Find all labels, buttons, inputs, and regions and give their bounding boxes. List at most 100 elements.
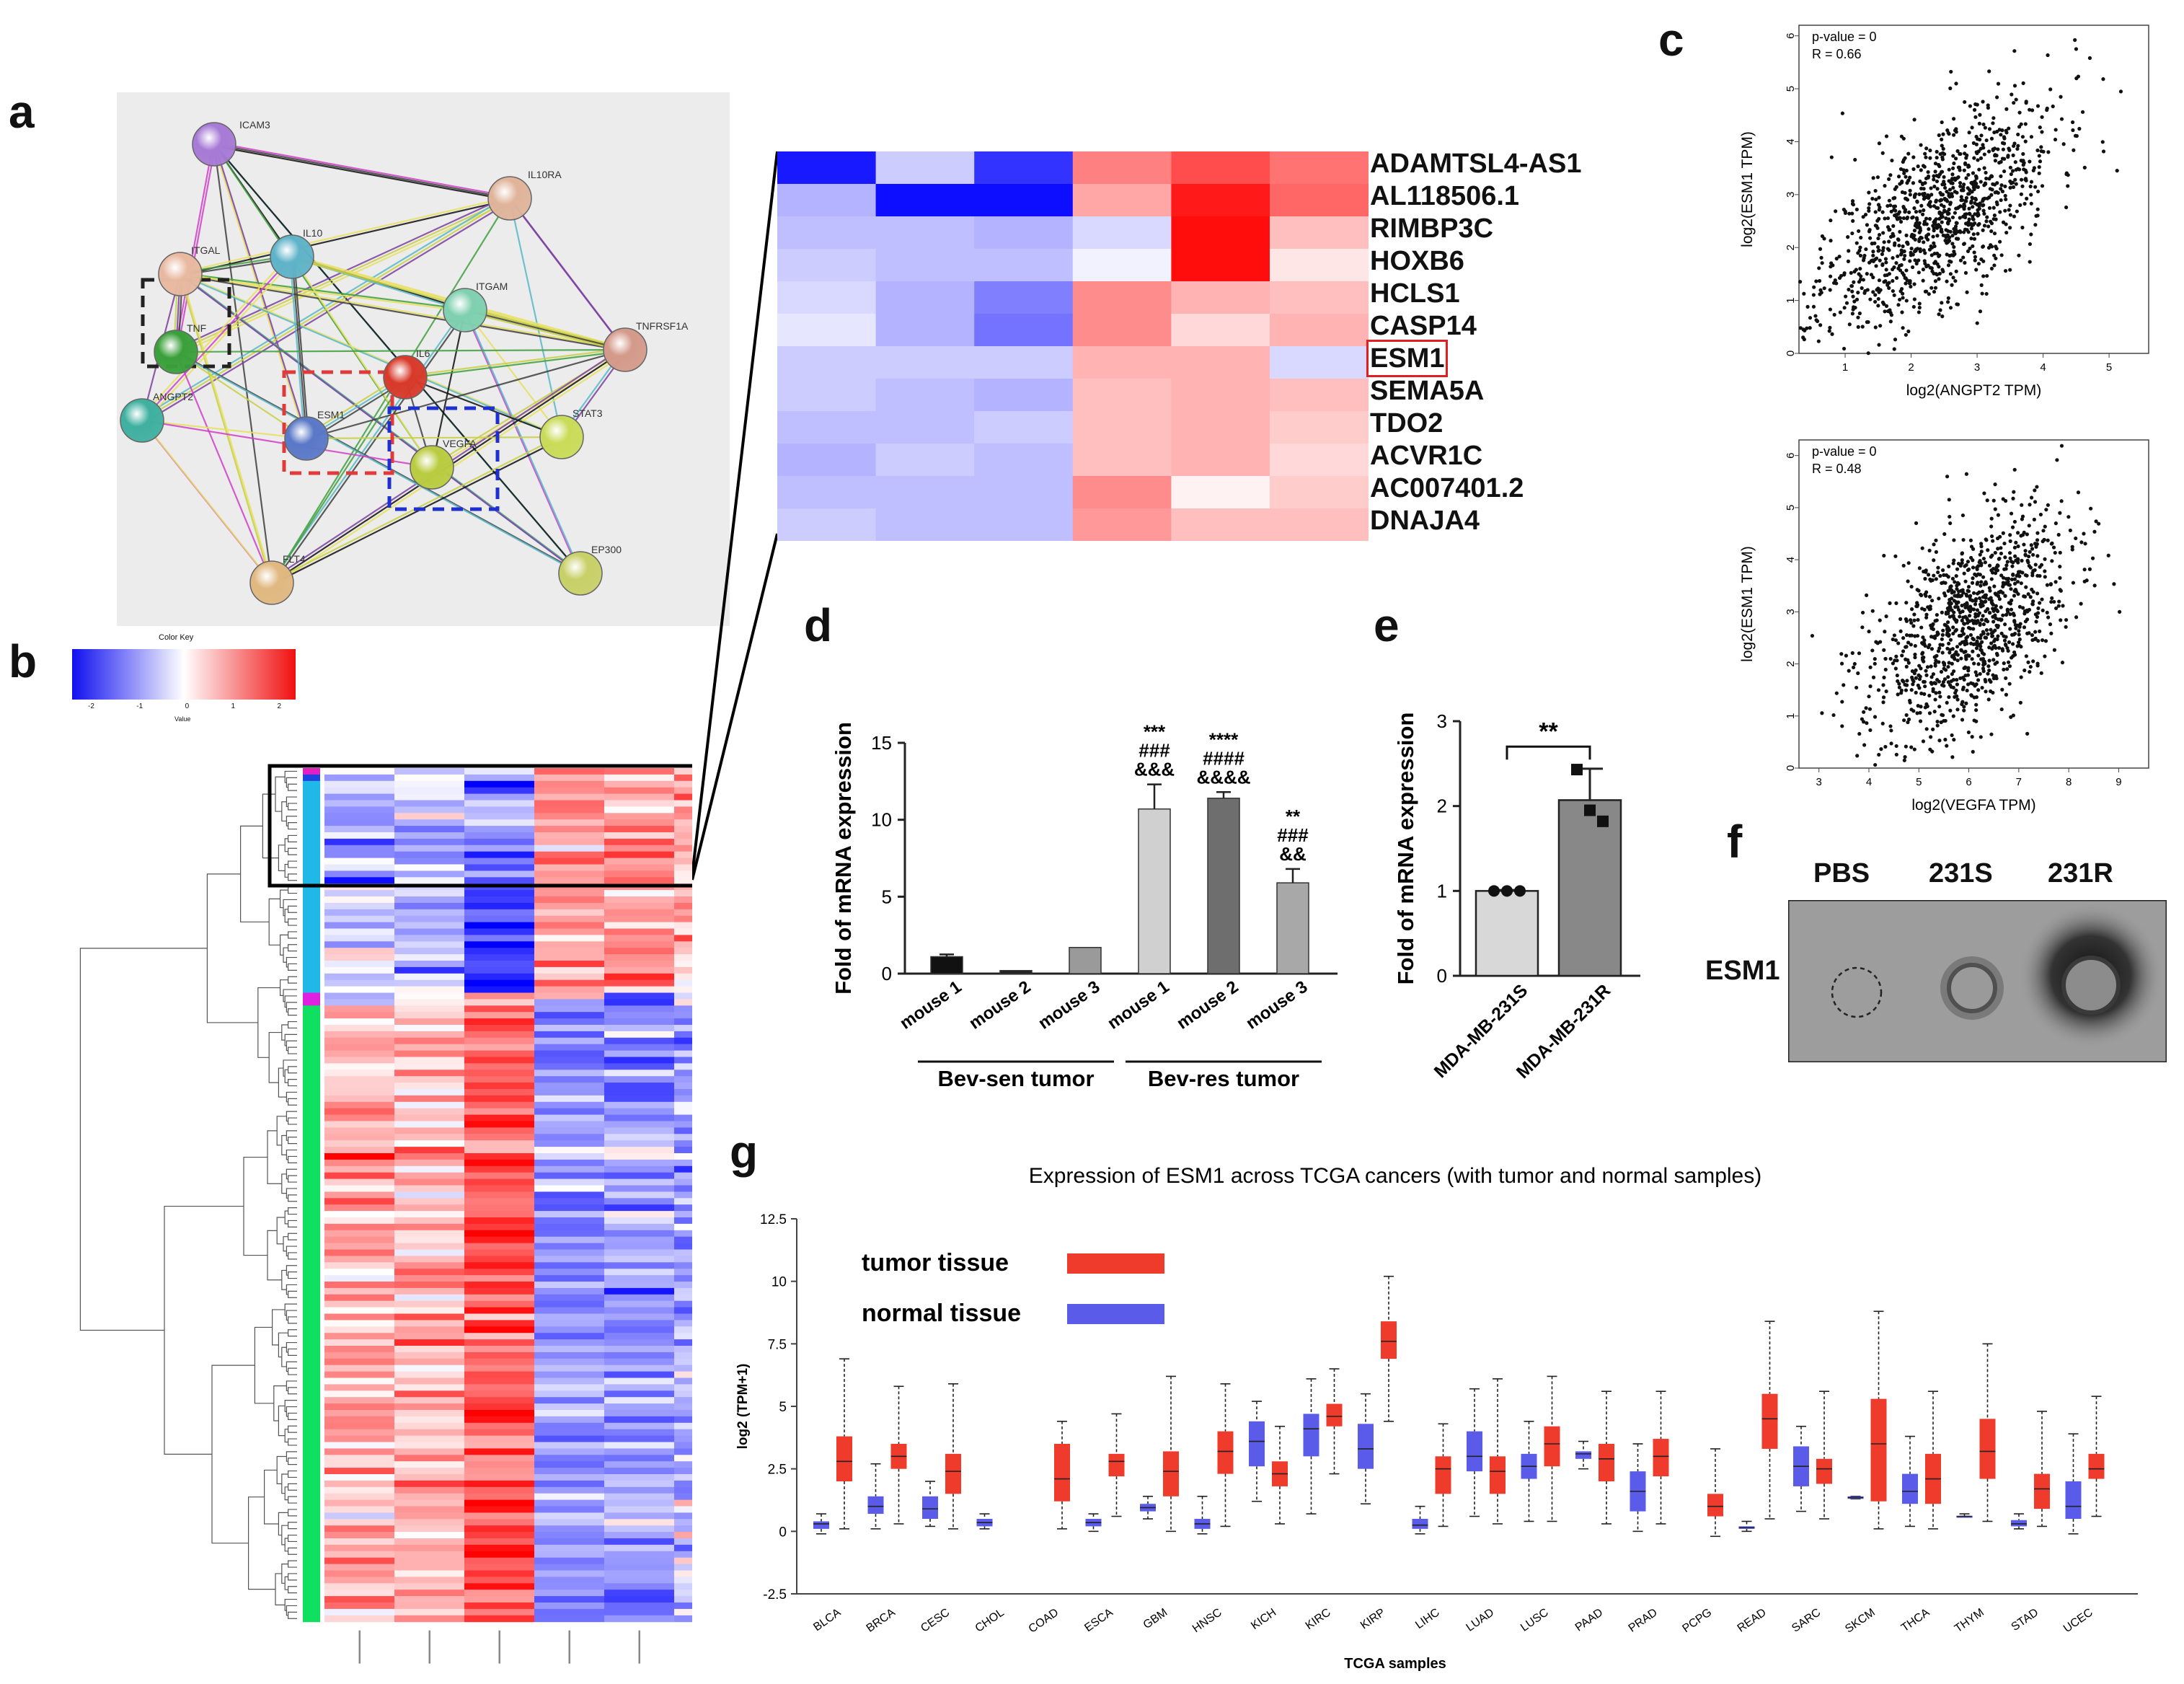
heat-cell <box>674 1590 692 1597</box>
heat-cell <box>604 1499 674 1507</box>
dendro-branch <box>288 1425 297 1433</box>
scatter-point <box>1929 735 1933 739</box>
scatter-point <box>1895 658 1899 663</box>
scatter-point <box>1976 232 1980 236</box>
heat-cell <box>464 1172 534 1180</box>
scatter-point <box>1991 614 1995 619</box>
scatter-point <box>1989 243 1993 247</box>
heat-cell <box>324 922 394 929</box>
heat-cell <box>674 1358 692 1366</box>
scatter-point <box>2041 529 2046 533</box>
heat-cell <box>604 806 674 814</box>
heat-cell <box>534 1461 604 1468</box>
cluster-bar <box>303 1134 320 1141</box>
scatter-point <box>1904 713 1909 718</box>
scatter-point <box>2059 444 2064 448</box>
scatter-point <box>1999 198 2003 203</box>
heat-cell <box>534 1127 604 1134</box>
scatter-point <box>1987 668 1991 673</box>
heat-cell <box>464 1532 534 1539</box>
plot-frame <box>1798 25 2149 354</box>
network-edge <box>467 311 628 353</box>
network-node-label: ANGPT2 <box>153 391 193 402</box>
scatter-point <box>2017 125 2022 129</box>
heat-cell <box>394 1339 464 1346</box>
dendro-branch <box>283 947 288 963</box>
key-tick: 1 <box>231 702 236 710</box>
scatter-point <box>1888 319 1893 324</box>
scatter-point <box>1901 270 1905 275</box>
heat-cell <box>394 1403 464 1411</box>
scatter-point <box>1949 601 1953 606</box>
network-node-label: FLT4 <box>283 553 306 565</box>
scatter-point <box>1968 246 1972 251</box>
scatter-point <box>1984 689 1988 694</box>
heat-cell <box>464 1493 534 1501</box>
scatter-point <box>2074 76 2079 81</box>
y-tick-label: 6 <box>1785 33 1797 39</box>
heat-cell <box>464 1371 534 1378</box>
heat-cell <box>324 999 394 1006</box>
heat-cell <box>534 1512 604 1520</box>
scatter-point <box>1884 614 1888 619</box>
scatter-point <box>1966 605 1970 610</box>
scatter-point <box>1871 675 1876 679</box>
x-tick-label: 5 <box>2106 361 2112 374</box>
scatter-point <box>1865 272 1869 276</box>
heat-cell <box>324 1596 394 1603</box>
scatter-point <box>1973 179 1977 184</box>
vegfa-highlight-box <box>387 406 500 511</box>
ppi-network: ICAM3IL10RAITGALIL10ITGAMTNFRSF1ATNFIL6A… <box>117 92 730 626</box>
dendro-branch <box>278 1405 286 1437</box>
scatter-point <box>1909 688 1914 692</box>
heat-cell <box>604 1037 674 1045</box>
scatter-point <box>1885 216 1891 221</box>
scatter-point <box>1926 237 1930 242</box>
heat-cell <box>534 1583 604 1590</box>
heat-cell <box>604 832 674 839</box>
scatter-point <box>1877 141 1881 146</box>
scatter-point <box>1934 538 1938 542</box>
scatter-point <box>1972 695 1976 700</box>
scatter-point <box>2006 648 2010 653</box>
heat-cell <box>394 1037 464 1045</box>
dendro-branch <box>288 1522 297 1530</box>
heat-cell <box>394 1577 464 1584</box>
heat-cell <box>464 851 534 859</box>
scatter-point <box>1970 581 1975 585</box>
box <box>945 1453 961 1494</box>
scatter-point <box>1975 321 1979 325</box>
heat-cell <box>534 826 604 833</box>
scatter-point <box>1942 573 1946 577</box>
scatter-point <box>1976 688 1981 692</box>
cluster-bar <box>303 1468 320 1475</box>
heat-cell <box>674 1012 692 1019</box>
scatter-point <box>1976 137 1980 141</box>
zoom-cell <box>875 476 975 509</box>
heat-cell <box>394 1121 464 1128</box>
scatter-point <box>1982 491 1986 495</box>
scatter-point <box>1831 713 1836 718</box>
cluster-bar <box>303 1608 320 1616</box>
heatmap-cells <box>324 768 692 1623</box>
heat-cell <box>394 1127 464 1134</box>
dendro-branch <box>288 847 297 855</box>
scatter-point <box>1935 149 1939 154</box>
zoom-cell <box>974 411 1074 444</box>
scatter-point <box>1945 233 1950 237</box>
cluster-bar <box>303 1455 320 1462</box>
scatter-point <box>1875 219 1880 223</box>
stat-annotation: p-value = 0 <box>1812 444 1877 459</box>
scatter-point <box>1947 193 1951 198</box>
heat-cell <box>324 1333 394 1340</box>
stat-annotation: R = 0.66 <box>1812 47 1862 61</box>
scatter-point <box>2087 567 2092 571</box>
scatter-point <box>1867 630 1871 634</box>
heat-cell <box>394 1435 464 1442</box>
heat-cell <box>394 954 464 961</box>
scatter-point <box>1881 695 1886 700</box>
heat-cell <box>604 793 674 801</box>
heat-cell <box>534 1262 604 1269</box>
cluster-bar <box>303 986 320 993</box>
heat-cell <box>394 948 464 955</box>
